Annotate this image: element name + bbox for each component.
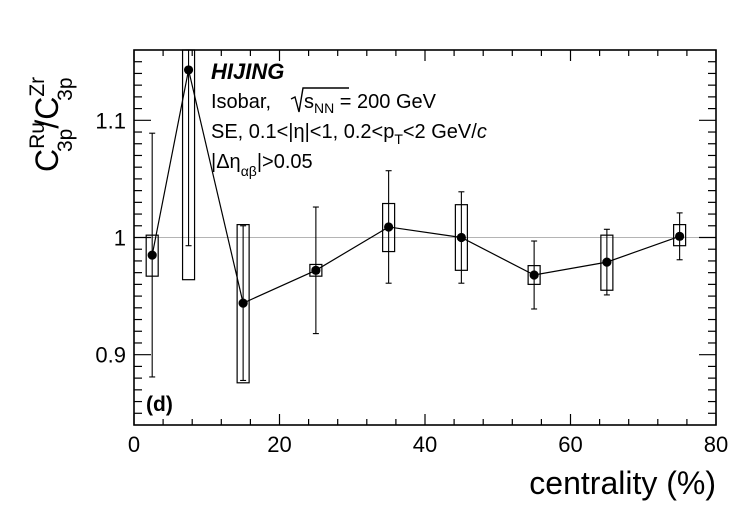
sys-error-box xyxy=(236,224,250,384)
data-point xyxy=(311,265,321,275)
y-tick-label: 0.9 xyxy=(95,343,126,368)
x-tick-label: 40 xyxy=(413,432,437,457)
data-point xyxy=(456,232,466,243)
y-tick-label: 1.1 xyxy=(95,108,126,133)
data-point xyxy=(675,231,685,241)
y-tick-label: 1 xyxy=(114,226,126,251)
x-tick-label: 0 xyxy=(128,432,140,457)
sqrt-sign xyxy=(290,87,349,113)
data-point xyxy=(183,65,194,75)
generator-label: HIJING xyxy=(211,59,284,84)
cuts-annotation: SE, 0.1<|η|<1, 0.2<pT<2 GeV/c xyxy=(211,121,487,147)
x-tick-label: 20 xyxy=(267,432,291,457)
data-point xyxy=(529,270,539,280)
x-tick-label: 60 xyxy=(558,432,582,457)
x-axis-label: centrality (%) xyxy=(529,465,716,501)
svg-text:sNN = 200 GeV: sNN = 200 GeV xyxy=(304,91,437,116)
data-point xyxy=(384,222,394,232)
x-tick-label: 80 xyxy=(704,432,728,457)
gap-annotation: |Δηαβ|>0.05 xyxy=(211,151,313,179)
panel-label: (d) xyxy=(146,393,173,416)
collision-annotation: Isobar, sNN = 200 GeV xyxy=(211,87,437,116)
data-point xyxy=(602,257,612,267)
y-axis-label: CRu 3p/CZr 3p xyxy=(26,77,77,172)
data-point xyxy=(238,298,248,308)
data-point xyxy=(147,250,157,260)
svg-text:Isobar,: Isobar, xyxy=(211,91,271,113)
